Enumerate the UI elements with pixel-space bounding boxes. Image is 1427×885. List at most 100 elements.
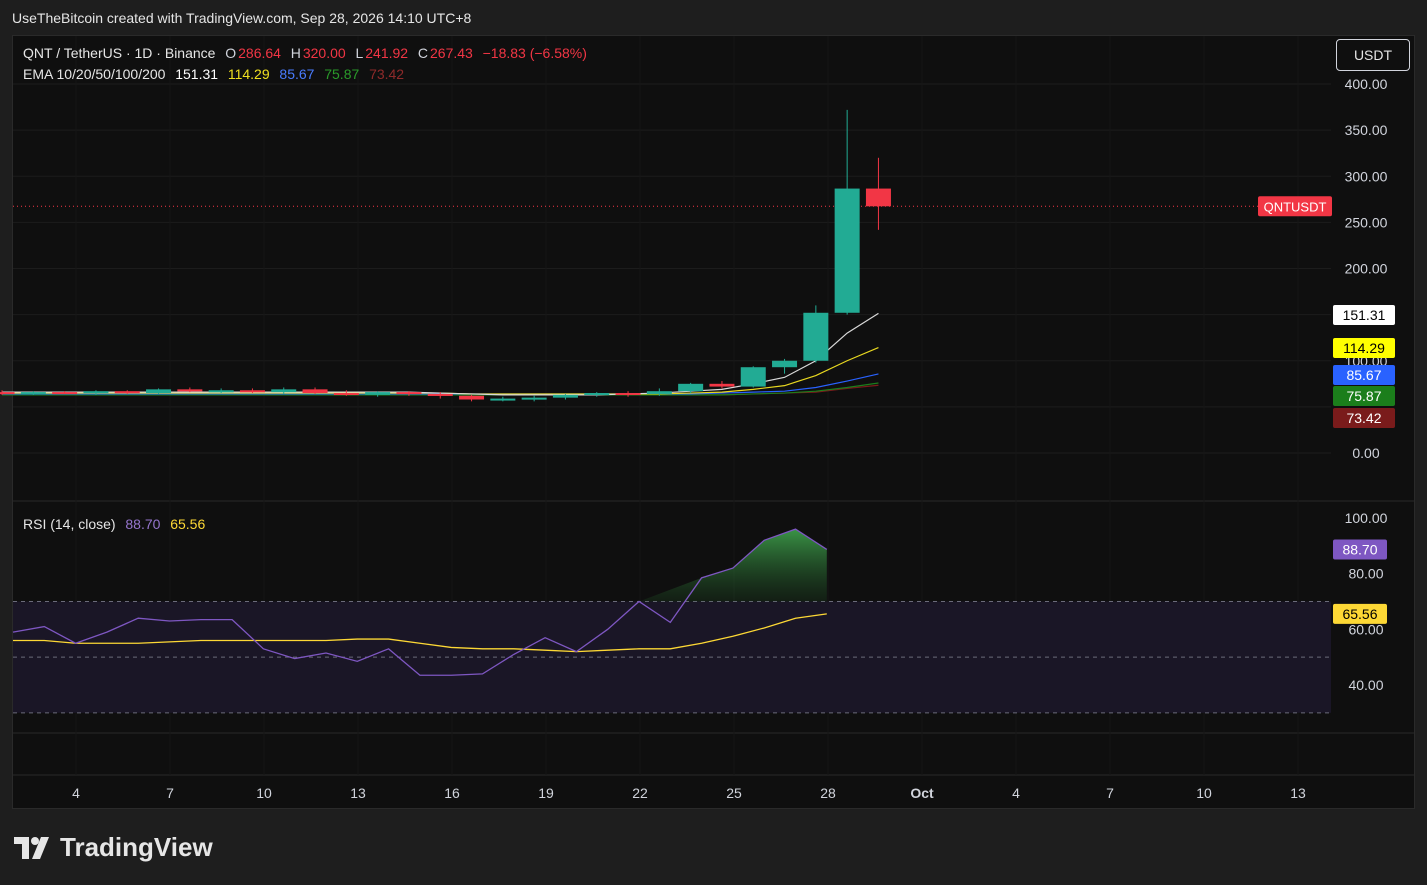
ema-label[interactable]: EMA 10/20/50/100/200 xyxy=(23,66,166,82)
candle-body xyxy=(646,391,672,394)
ema100-value: 75.87 xyxy=(324,66,360,82)
close-label: C xyxy=(417,45,428,61)
time-axis-label: 13 xyxy=(350,785,366,801)
change-value: −18.83 (−6.58%) xyxy=(482,45,587,61)
ema-badge-bg xyxy=(1333,365,1395,385)
candle xyxy=(396,391,422,396)
time-axis-label: 7 xyxy=(166,785,174,801)
candle xyxy=(239,388,265,394)
candle-body xyxy=(239,390,265,393)
candle-body xyxy=(740,367,766,387)
candle xyxy=(177,387,203,393)
ema10-value: 151.31 xyxy=(175,66,219,82)
candle-body xyxy=(271,389,297,393)
candle-body xyxy=(20,392,46,395)
ema-badge-bg xyxy=(1333,338,1395,358)
candle xyxy=(208,388,234,394)
price-axis-label: 200.00 xyxy=(1345,261,1388,277)
tradingview-logo[interactable]: TradingView xyxy=(14,832,213,863)
candle-body xyxy=(709,383,735,387)
candle xyxy=(333,390,359,396)
chart-attribution: UseTheBitcoin created with TradingView.c… xyxy=(12,10,472,26)
price-axis-label: 250.00 xyxy=(1345,214,1388,230)
candle xyxy=(146,388,172,394)
price-badges: 151.31 114.29 85.67 75.87 73.42 QNTUSDT 88.70 6… xyxy=(1258,196,1395,624)
rsi-legend: RSI (14, close) 88.70 65.56 xyxy=(23,516,207,532)
ema-badge-text: 73.42 xyxy=(1346,410,1381,426)
time-axis-label: 4 xyxy=(1012,785,1020,801)
time-axis-label: 16 xyxy=(444,785,460,801)
rsi-axis-label: 100.00 xyxy=(1345,510,1388,526)
time-axis-label: 4 xyxy=(72,785,80,801)
ema-badge-bg xyxy=(1333,386,1395,406)
candle-body xyxy=(333,393,359,396)
ema-badge-bg xyxy=(1333,408,1395,428)
candle-body xyxy=(52,392,78,395)
ema-price-badge: 151.31 xyxy=(1333,305,1395,325)
candle-body xyxy=(834,188,860,313)
candle xyxy=(52,391,78,395)
ema-price-badge: 85.67 xyxy=(1333,365,1395,385)
rsi-line xyxy=(12,528,828,676)
candle-body xyxy=(365,392,391,395)
candle xyxy=(865,157,891,230)
candle xyxy=(0,390,15,395)
candle xyxy=(834,109,860,315)
candle-body xyxy=(521,397,547,400)
time-axis-label: 22 xyxy=(632,785,648,801)
candle xyxy=(521,395,547,402)
ema-badge-text: 75.87 xyxy=(1346,388,1381,404)
symbol-label[interactable]: QNT / TetherUS · 1D · Binance xyxy=(23,45,216,61)
candle xyxy=(114,390,140,394)
axes: 400.00 350.00 300.00 250.00 200.00 0.00 100.00… xyxy=(72,76,1388,801)
candle xyxy=(365,391,391,397)
rsi-value: 88.70 xyxy=(125,516,161,532)
candle-body xyxy=(459,395,485,400)
candle xyxy=(646,388,672,396)
candle xyxy=(552,393,578,400)
candle xyxy=(803,305,829,363)
ema20-value: 114.29 xyxy=(227,66,270,82)
candle-body xyxy=(772,360,798,368)
ema50-value: 85.67 xyxy=(279,66,315,82)
candle-body xyxy=(396,392,422,395)
rsi-ma-line xyxy=(13,613,827,653)
candle xyxy=(271,387,297,394)
candle xyxy=(427,392,453,399)
candle-body xyxy=(146,389,172,394)
candle-body xyxy=(83,391,109,394)
candle-body xyxy=(865,188,891,207)
high-value: 320.00 xyxy=(302,45,346,61)
ema-legend: EMA 10/20/50/100/200 151.31 114.29 85.67… xyxy=(23,66,406,82)
time-axis-label: 7 xyxy=(1106,785,1114,801)
ema-badge-bg xyxy=(1333,305,1395,325)
candle xyxy=(709,381,735,389)
rsi-label[interactable]: RSI (14, close) xyxy=(23,516,116,532)
rsi-badge-text: 88.70 xyxy=(1342,541,1377,557)
candle-body xyxy=(490,398,516,401)
candle xyxy=(772,358,798,374)
time-axis-label: 10 xyxy=(1196,785,1212,801)
time-axis-label: 28 xyxy=(820,785,836,801)
ema-badge-text: 85.67 xyxy=(1346,367,1381,383)
time-axis-label: 13 xyxy=(1290,785,1306,801)
ema-price-badge: 75.87 xyxy=(1333,386,1395,406)
candle-body xyxy=(427,393,453,396)
rsi-axis-label: 40.00 xyxy=(1348,677,1383,693)
rsi-overbought-fill xyxy=(639,529,827,602)
rsi-badge-bg xyxy=(1333,539,1387,560)
currency-button[interactable]: USDT xyxy=(1336,39,1410,71)
open-value: 286.64 xyxy=(238,45,281,61)
ema-badge-text: 151.31 xyxy=(1343,307,1386,323)
tradingview-brand: TradingView xyxy=(60,832,213,862)
rsi-badge-bg xyxy=(1333,603,1387,624)
low-value: 241.92 xyxy=(365,45,409,61)
candle-body xyxy=(615,393,641,396)
time-axis-label: 10 xyxy=(256,785,272,801)
symbol-badge-bg xyxy=(1258,196,1332,217)
candle-body xyxy=(552,394,578,398)
price-axis-label: 300.00 xyxy=(1345,168,1388,184)
rsi-badge-text: 65.56 xyxy=(1342,606,1377,622)
rsi-value-badge: 65.56 xyxy=(1333,603,1387,624)
